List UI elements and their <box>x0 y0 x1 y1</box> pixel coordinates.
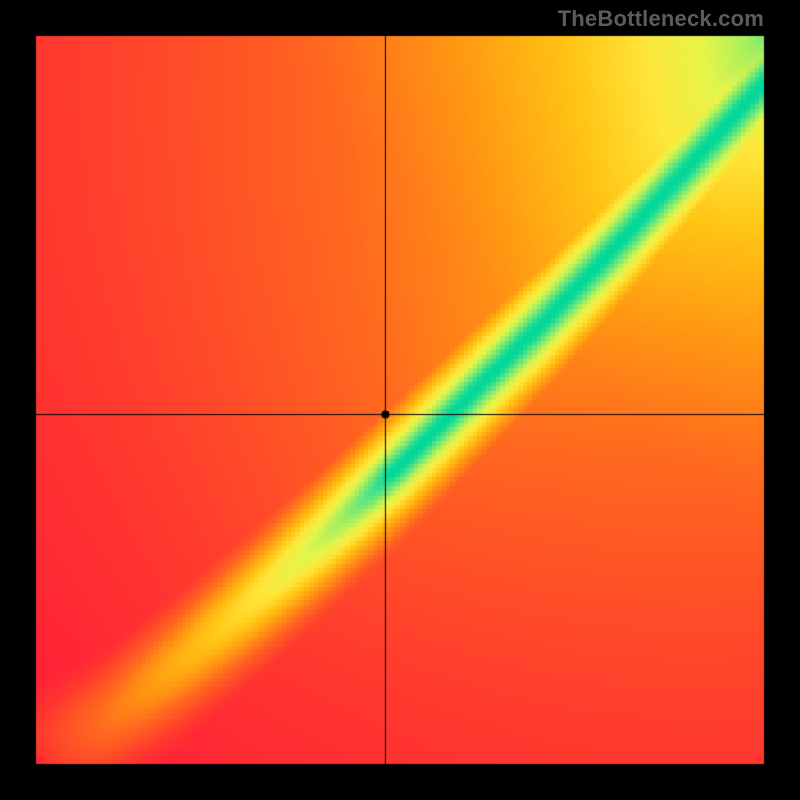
watermark-text: TheBottleneck.com <box>558 6 764 32</box>
bottleneck-heatmap <box>0 0 800 800</box>
chart-container: TheBottleneck.com <box>0 0 800 800</box>
